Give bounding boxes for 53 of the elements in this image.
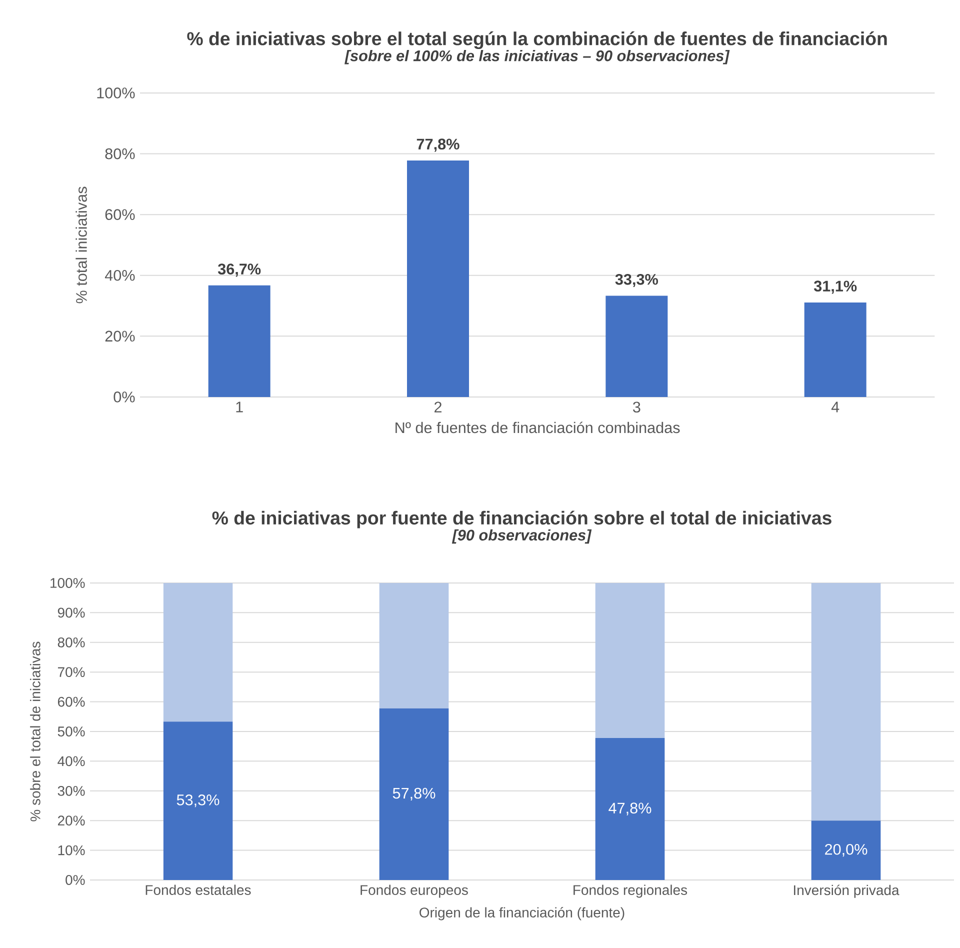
y-tick-label: 70% — [58, 667, 85, 678]
bar — [208, 285, 270, 397]
y-tick-label: 10% — [58, 845, 85, 856]
x-tick-label: Inversión privada — [794, 884, 900, 898]
y-tick-label: 20% — [58, 816, 85, 826]
y-tick-label: 90% — [58, 608, 85, 618]
data-label: 20,0% — [825, 844, 868, 857]
data-label: 77,8% — [416, 138, 460, 152]
x-tick-label: 3 — [632, 402, 640, 413]
bar — [804, 302, 866, 397]
y-tick-label: 50% — [58, 726, 85, 736]
y-tick-label: 40% — [58, 756, 85, 766]
chart-subtitle: [90 observaciones] — [452, 529, 592, 544]
data-label: 36,7% — [218, 264, 261, 277]
y-tick-label: 80% — [58, 637, 85, 648]
y-tick-label: 0% — [66, 875, 85, 885]
bar — [606, 296, 668, 397]
bar — [163, 582, 233, 722]
x-tick-label: Fondos estatales — [146, 884, 251, 895]
data-label: 47,8% — [608, 802, 652, 816]
x-axis-title: Nº de fuentes de financiación combinadas — [396, 422, 680, 434]
y-axis-title: % sobre el total de iniciativas — [30, 642, 40, 822]
bar — [811, 582, 881, 821]
x-tick-label: Fondos regionales — [574, 884, 688, 898]
x-tick-label: 1 — [236, 402, 243, 412]
data-label: 31,1% — [814, 280, 857, 294]
bar — [595, 582, 665, 738]
y-axis-title: % total iniciativas — [76, 186, 87, 304]
y-tick-label: 0% — [114, 392, 135, 402]
y-tick-label: 30% — [58, 786, 85, 796]
y-tick-label: 100% — [97, 88, 135, 98]
x-tick-label: Fondos europeos — [360, 884, 468, 898]
chart-title: % de iniciativas sobre el total según la combinación de fuentes de financiación — [187, 31, 887, 50]
bar — [379, 708, 449, 880]
x-tick-label: 2 — [434, 402, 442, 412]
y-tick-label: 80% — [105, 148, 135, 160]
y-tick-label: 60% — [58, 696, 85, 707]
bar — [407, 160, 469, 397]
data-label: 53,3% — [176, 794, 220, 808]
chart-subtitle: [sobre el 100% de las iniciativas – 90 observaciones] — [344, 50, 730, 64]
y-tick-label: 60% — [105, 209, 135, 220]
x-axis-title: Origen de la financiación (fuente) — [420, 907, 624, 920]
data-label: 33,3% — [615, 274, 658, 288]
bar — [379, 582, 449, 708]
y-tick-label: 40% — [104, 270, 135, 281]
x-tick-label: 4 — [831, 402, 840, 412]
y-tick-label: 100% — [50, 578, 85, 588]
data-label: 57,8% — [392, 788, 436, 800]
bar — [163, 722, 233, 880]
chart-title: % de iniciativas por fuente de financiación sobre el total de iniciativas — [212, 510, 832, 528]
y-tick-label: 20% — [105, 330, 135, 342]
bar — [811, 820, 881, 880]
bar — [595, 738, 665, 880]
